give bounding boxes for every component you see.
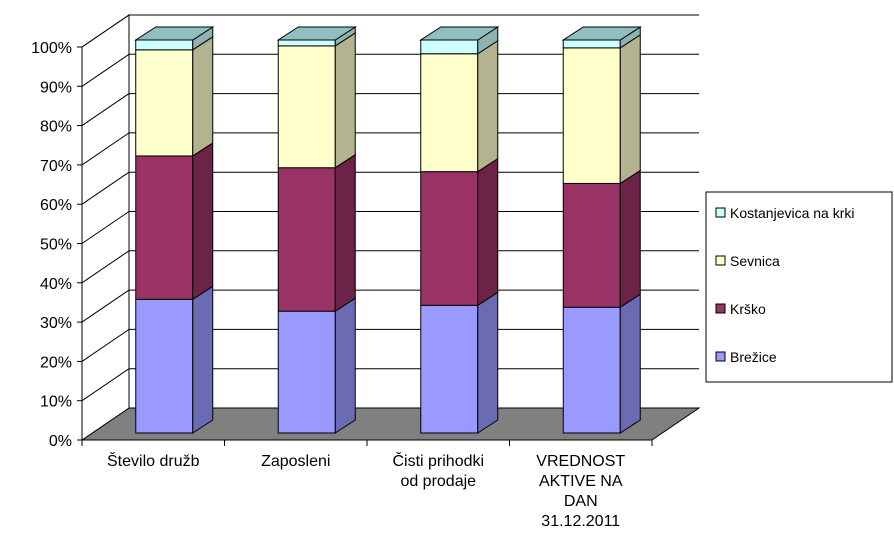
legend-swatch-brezice [715, 351, 726, 362]
y-tick-label: 30% [40, 315, 72, 332]
y-tick-label: 90% [40, 79, 72, 96]
x-axis-category-labels: Število družb Zaposleni Čisti prihodki od p… [81, 439, 653, 530]
bar-stevilo-druzb-brezice-side [192, 285, 214, 434]
x-category-label-line: DAN [564, 493, 598, 510]
bar-stevilo-druzb-kostanjevica-na-krki-front [135, 39, 194, 51]
gridline-side [81, 328, 130, 362]
bar-zaposleni-brezice-side [334, 297, 356, 434]
bar-vrednost-aktive-na-dan-31-12-2011-sevnica-side [619, 33, 641, 185]
y-tick-label: 50% [40, 237, 72, 254]
gridline-side [81, 289, 130, 323]
bar-vrednost-aktive-na-dan-31-12-2011-brezice-side [619, 293, 641, 434]
gridline-side [81, 171, 130, 205]
y-tick-label: 40% [40, 276, 72, 293]
legend-label-krsko: Krško [730, 301, 766, 317]
legend-swatch-krsko [715, 303, 726, 314]
y-axis-tick-labels: 0% 10% 20% 30% 40% 50% 60% 70% 80% 90% 100% [31, 40, 83, 450]
bars [134, 26, 642, 434]
gridline-side [81, 93, 130, 127]
legend-label-sevnica: Sevnica [730, 253, 780, 269]
bar-vrednost-aktive-na-dan-31-12-2011-krsko-front [562, 182, 621, 308]
y-tick-label: 70% [40, 158, 72, 175]
bar-vrednost-aktive-na-dan-31-12-2011-kostanjevica-na-krki-top [561, 26, 642, 41]
bar-stevilo-druzb-sevnica-side [192, 35, 214, 157]
bar-stevilo-druzb-brezice-front [135, 298, 194, 434]
gridline-side [81, 53, 130, 87]
bar-cisti-prihodki-od-prodaje-krsko-side [477, 157, 499, 307]
x-category-label: VREDNOST AKTIVE NA DAN 31.12.2011 [536, 453, 625, 530]
legend: Kostanjevica na krki Sevnica Krško Brežice [705, 191, 893, 383]
y-tick-label: 10% [40, 394, 72, 411]
legend-box [705, 191, 893, 383]
bar-vrednost-aktive-na-dan-31-12-2011-sevnica-front [562, 47, 621, 184]
x-category-label: Čisti prihodki od prodaje [392, 451, 484, 490]
bar-vrednost-aktive-na-dan-31-12-2011-brezice-front [562, 306, 621, 434]
legend-swatch-sevnica [715, 255, 726, 266]
x-category-label-line: od prodaje [400, 473, 476, 490]
bar-cisti-prihodki-od-prodaje-kostanjevica-na-krki-top [419, 26, 500, 41]
y-tick-label: 0% [49, 433, 72, 450]
bar-zaposleni-kostanjevica-na-krki-top [276, 26, 357, 41]
legend-swatch-kostanjevica-na-krki [715, 207, 726, 218]
x-category-label-line: Število družb [107, 451, 200, 470]
bar-cisti-prihodki-od-prodaje-sevnica-front [420, 53, 479, 173]
x-category-label-line: Zaposleni [261, 453, 330, 470]
legend-label-brezice: Brežice [730, 349, 777, 365]
bar-zaposleni-brezice-front [277, 310, 336, 434]
y-tick-label: 60% [40, 197, 72, 214]
bar-stevilo-druzb-kostanjevica-na-krki-top [134, 26, 215, 41]
bar-stevilo-druzb-krsko-side [192, 142, 214, 301]
bar-cisti-prihodki-od-prodaje-krsko-front [420, 171, 479, 306]
bar-cisti-prihodki-od-prodaje-sevnica-side [477, 39, 499, 173]
x-category-label-line: AKTIVE NA [539, 473, 623, 490]
bar-cisti-prihodki-od-prodaje-brezice-front [420, 304, 479, 434]
bar-stevilo-druzb-krsko-front [135, 155, 194, 300]
bar-zaposleni-krsko-front [277, 167, 336, 312]
legend-label-kostanjevica-na-krki: Kostanjevica na krki [730, 205, 855, 221]
gridline-side [81, 132, 130, 166]
gridline-side [81, 211, 130, 244]
y-tick-label: 20% [40, 354, 72, 371]
bar-zaposleni-sevnica-front [277, 45, 336, 169]
bar-zaposleni-kostanjevica-na-krki-front [277, 39, 336, 47]
y-tick-label: 80% [40, 119, 72, 136]
x-category-label: Število družb [107, 451, 200, 470]
bar-vrednost-aktive-na-dan-31-12-2011-kostanjevica-na-krki-front [562, 39, 621, 49]
y-tick-label: 100% [31, 40, 72, 57]
bar-cisti-prihodki-od-prodaje-kostanjevica-na-krki-front [420, 39, 479, 55]
gridline-side [81, 368, 130, 402]
bar-zaposleni-sevnica-side [334, 31, 356, 169]
bar-zaposleni-krsko-side [334, 153, 356, 313]
bar-stevilo-druzb-sevnica-front [135, 49, 194, 157]
x-category-label-line: VREDNOST [536, 453, 625, 470]
gridline-side [81, 250, 130, 284]
bar-cisti-prihodki-od-prodaje-brezice-side [477, 291, 499, 434]
gridline-side [81, 14, 130, 48]
x-category-label: Zaposleni [261, 453, 330, 470]
x-category-label-line: Čisti prihodki [392, 451, 484, 470]
x-category-label-line: 31.12.2011 [541, 513, 620, 530]
bar-vrednost-aktive-na-dan-31-12-2011-krsko-side [619, 169, 641, 309]
